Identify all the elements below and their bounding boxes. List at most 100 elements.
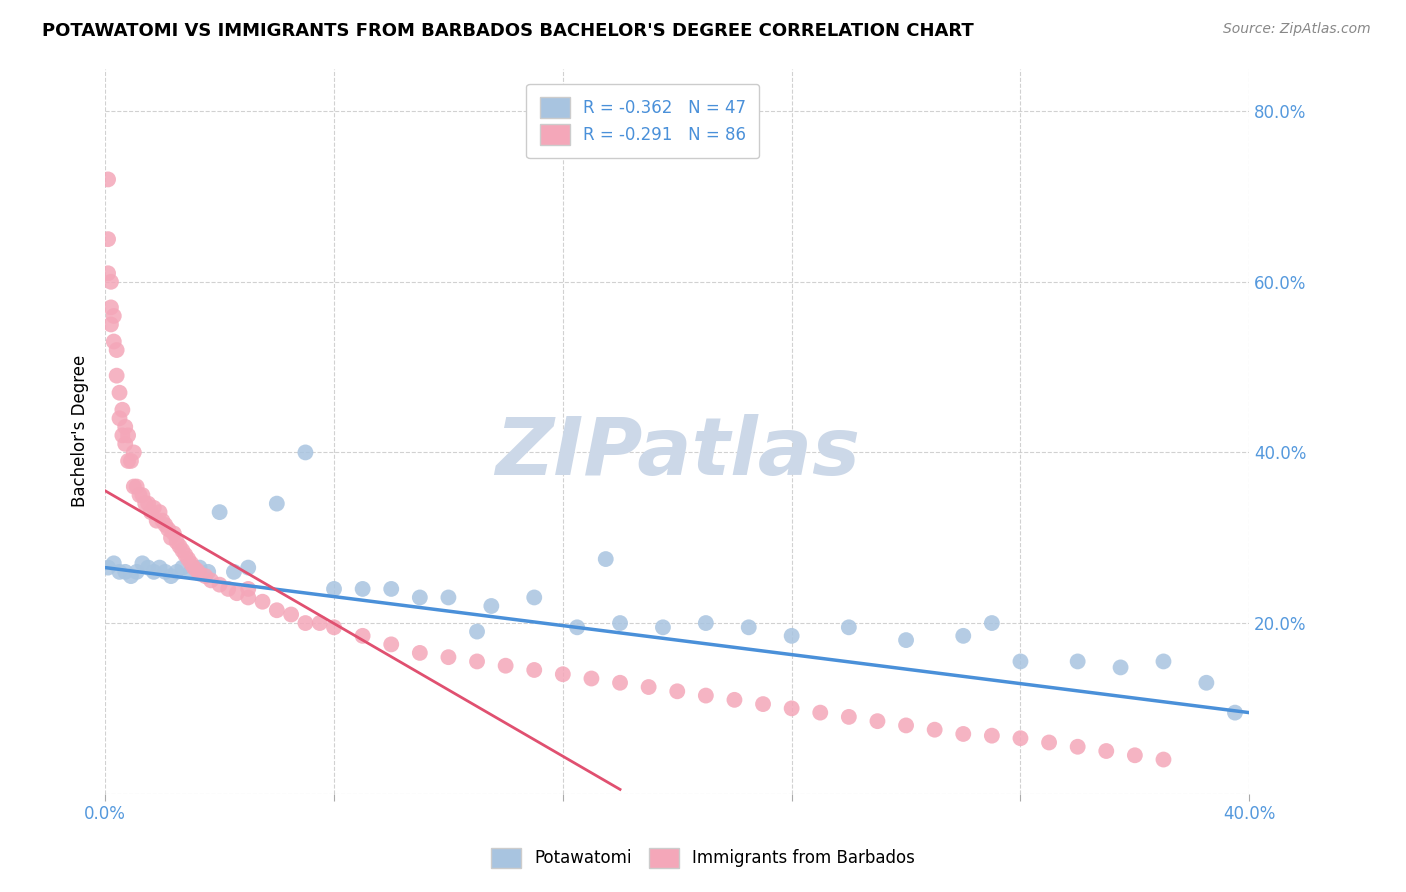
Point [136, 560, 159, 574]
Point [108, 411, 131, 425]
Point [252, 595, 274, 609]
Point [145, 514, 167, 528]
Point [194, 569, 217, 583]
Text: POTAWATOMI VS IMMIGRANTS FROM BARBADOS BACHELOR'S DEGREE CORRELATION CHART: POTAWATOMI VS IMMIGRANTS FROM BARBADOS B… [42, 22, 974, 40]
Point [380, 637, 402, 651]
Point [105, 343, 128, 357]
Point [208, 505, 231, 519]
Y-axis label: Bachelor's Degree: Bachelor's Degree [72, 355, 89, 508]
Point [952, 727, 974, 741]
Point [479, 599, 502, 613]
Legend: R = -0.362   N = 47, R = -0.291   N = 86: R = -0.362 N = 47, R = -0.291 N = 86 [526, 84, 759, 158]
Point [134, 497, 156, 511]
Point [114, 437, 136, 451]
Point [637, 680, 659, 694]
Point [120, 454, 142, 468]
Point [1195, 675, 1218, 690]
Point [122, 479, 145, 493]
Point [652, 620, 675, 634]
Point [266, 497, 288, 511]
Point [125, 479, 148, 493]
Point [1123, 748, 1146, 763]
Point [1153, 655, 1175, 669]
Point [352, 582, 374, 596]
Point [409, 591, 432, 605]
Point [97, 232, 120, 246]
Point [1109, 660, 1132, 674]
Point [352, 629, 374, 643]
Point [117, 428, 139, 442]
Point [238, 591, 260, 605]
Point [437, 591, 460, 605]
Point [111, 428, 134, 442]
Point [108, 385, 131, 400]
Point [752, 697, 775, 711]
Point [581, 672, 603, 686]
Point [808, 706, 831, 720]
Point [100, 275, 122, 289]
Point [323, 582, 346, 596]
Point [100, 301, 122, 315]
Point [186, 563, 208, 577]
Point [103, 557, 125, 571]
Point [294, 445, 316, 459]
Point [128, 488, 150, 502]
Point [172, 560, 194, 574]
Point [97, 266, 120, 280]
Point [1038, 735, 1060, 749]
Point [1223, 706, 1246, 720]
Point [197, 565, 219, 579]
Point [139, 505, 162, 519]
Point [120, 569, 142, 583]
Point [217, 582, 239, 596]
Point [166, 535, 188, 549]
Point [174, 548, 197, 562]
Point [551, 667, 574, 681]
Point [225, 586, 247, 600]
Point [609, 615, 631, 630]
Point [97, 560, 120, 574]
Point [495, 658, 517, 673]
Point [1010, 731, 1032, 746]
Point [437, 650, 460, 665]
Point [695, 689, 717, 703]
Point [1066, 739, 1088, 754]
Point [308, 615, 330, 630]
Point [409, 646, 432, 660]
Point [924, 723, 946, 737]
Point [136, 497, 159, 511]
Point [980, 729, 1002, 743]
Point [294, 615, 316, 630]
Point [695, 615, 717, 630]
Point [780, 701, 803, 715]
Point [188, 566, 211, 581]
Point [323, 620, 346, 634]
Point [172, 543, 194, 558]
Point [208, 577, 231, 591]
Point [122, 445, 145, 459]
Point [838, 710, 860, 724]
Point [1153, 753, 1175, 767]
Point [894, 718, 917, 732]
Text: ZIPatlas: ZIPatlas [495, 414, 859, 491]
Point [723, 693, 745, 707]
Point [465, 624, 488, 639]
Point [280, 607, 302, 622]
Point [114, 565, 136, 579]
Point [595, 552, 617, 566]
Legend: Potawatomi, Immigrants from Barbados: Potawatomi, Immigrants from Barbados [485, 841, 921, 875]
Text: Source: ZipAtlas.com: Source: ZipAtlas.com [1223, 22, 1371, 37]
Point [565, 620, 588, 634]
Point [738, 620, 761, 634]
Point [838, 620, 860, 634]
Point [166, 565, 188, 579]
Point [114, 420, 136, 434]
Point [609, 675, 631, 690]
Point [169, 539, 191, 553]
Point [111, 402, 134, 417]
Point [188, 560, 211, 574]
Point [465, 655, 488, 669]
Point [238, 582, 260, 596]
Point [222, 565, 245, 579]
Point [180, 565, 202, 579]
